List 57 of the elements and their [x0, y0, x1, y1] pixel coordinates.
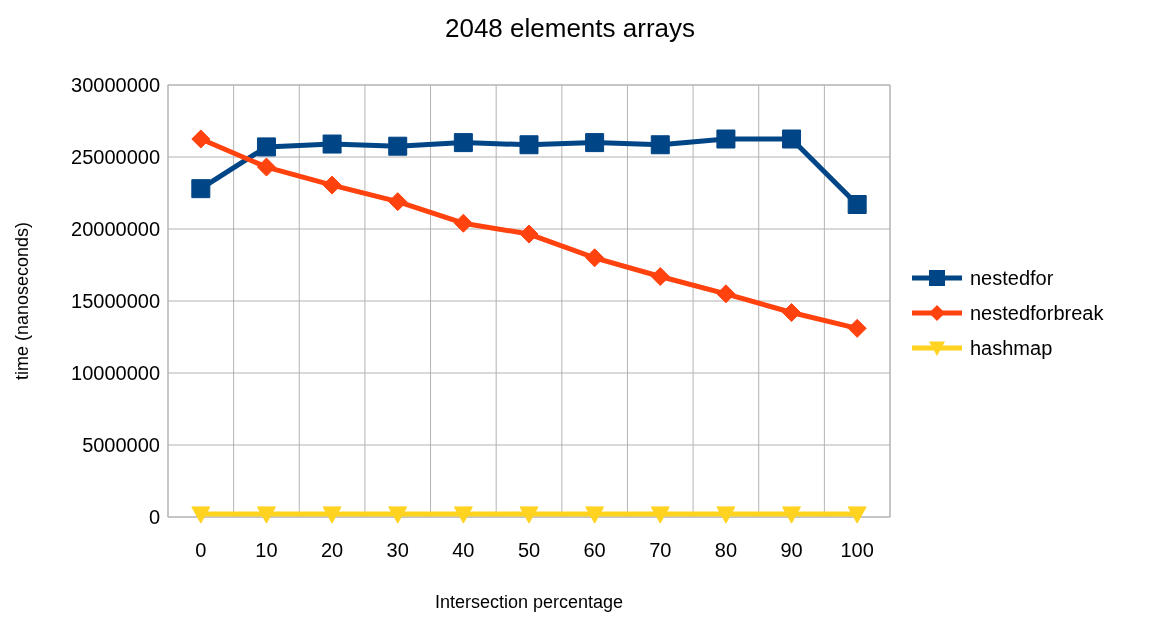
- point: [519, 224, 539, 244]
- point: [585, 506, 605, 524]
- point: [256, 137, 276, 157]
- y-tick-label: 25000000: [71, 146, 160, 168]
- point: [650, 267, 670, 287]
- point: [847, 195, 867, 215]
- point: [650, 506, 670, 524]
- point: [716, 284, 736, 304]
- x-tick-label: 20: [320, 539, 344, 561]
- point: [716, 506, 736, 524]
- x-tick-label: 100: [840, 539, 874, 561]
- point: [322, 175, 342, 195]
- y-tick-label: 0: [148, 506, 160, 528]
- point: [322, 506, 342, 524]
- y-tick-label: 20000000: [71, 218, 160, 240]
- point: [716, 129, 736, 149]
- point: [388, 136, 408, 156]
- point: [256, 157, 276, 177]
- x-tick-label: 30: [386, 539, 409, 561]
- point: [388, 192, 408, 212]
- y-tick-label: 10000000: [71, 362, 160, 384]
- legend-label: nestedfor: [970, 267, 1054, 289]
- x-tick-label: 40: [452, 539, 475, 561]
- legend-label: hashmap: [970, 337, 1053, 359]
- x-tick-label: 0: [195, 539, 207, 561]
- point: [191, 179, 211, 199]
- point: [453, 133, 473, 153]
- y-axis-title: time (nanoseconds): [12, 221, 32, 381]
- point: [519, 506, 539, 524]
- x-tick-label: 70: [649, 539, 672, 561]
- x-axis-title: Intersection percentage: [434, 592, 624, 612]
- x-tick-label: 90: [780, 539, 803, 561]
- point: [256, 506, 276, 524]
- chart-title: 2048 elements arrays: [444, 13, 696, 43]
- y-tick-label: 30000000: [71, 74, 160, 96]
- x-tick-label: 60: [583, 539, 606, 561]
- point: [388, 506, 408, 524]
- y-tick-label: 5000000: [82, 434, 160, 456]
- y-tick-label: 15000000: [71, 290, 160, 312]
- x-tick-label: 80: [714, 539, 738, 561]
- point: [585, 133, 605, 153]
- point: [322, 134, 342, 154]
- point: [847, 506, 867, 524]
- point: [585, 248, 605, 268]
- x-tick-label: 50: [517, 539, 541, 561]
- point: [453, 506, 473, 524]
- point: [191, 129, 211, 149]
- point: [650, 135, 670, 155]
- point: [782, 506, 802, 524]
- x-tick-label: 10: [255, 539, 278, 561]
- legend-label: nestedforbreak: [970, 302, 1105, 324]
- point: [847, 318, 867, 338]
- point: [519, 135, 539, 155]
- point: [453, 213, 473, 233]
- point: [782, 129, 802, 149]
- point: [191, 506, 211, 524]
- point: [782, 303, 802, 323]
